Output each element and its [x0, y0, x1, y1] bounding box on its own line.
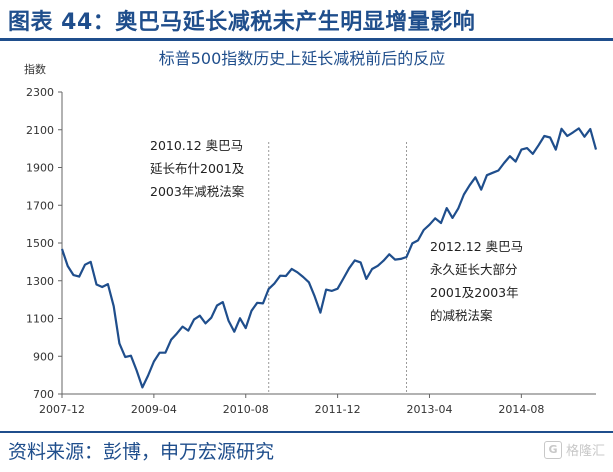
title-divider	[0, 38, 613, 41]
x-tick-label: 2007-12	[39, 403, 85, 416]
x-tick-label: 2014-08	[498, 403, 544, 416]
y-tick-label: 1700	[26, 199, 54, 212]
figure-title: 图表 44：奥巴马延长减税未产生明显增量影响	[8, 10, 476, 35]
x-tick-label: 2009-04	[131, 403, 177, 416]
y-tick-label: 700	[33, 388, 54, 401]
annotation-line: 永久延长大部分	[430, 262, 518, 277]
annotation-line: 2003年减税法案	[150, 184, 245, 199]
event-markers	[268, 142, 408, 394]
y-axis-ticks: 700 900 1100 1300 1500 1700 1900 2100 2300	[26, 86, 62, 401]
annotation-line: 2012.12 奥巴马	[430, 239, 523, 254]
y-tick-label: 2100	[26, 124, 54, 137]
y-tick-label: 900	[33, 350, 54, 363]
x-axis-ticks: 2007-12 2009-04 2010-08 2011-12 2013-04 2014-…	[39, 394, 544, 416]
watermark-logo: G	[543, 440, 562, 459]
y-tick-label: 1300	[26, 275, 54, 288]
y-tick-label: 1500	[26, 237, 54, 250]
y-tick-label: 1100	[26, 313, 54, 326]
annotation-line: 2001及2003年	[430, 285, 519, 300]
sp500-line-chart: 标普500指数历史上延长减税前后的反应 指数 700 900 1100 1300 150…	[24, 49, 598, 416]
x-tick-label: 2013-04	[406, 403, 452, 416]
annotation-line: 延长布什2001及	[150, 161, 245, 176]
y-tick-label: 1900	[26, 162, 54, 175]
watermark-text: 格隆汇	[565, 444, 605, 459]
source-note: 资料来源：彭博，申万宏源研究	[8, 441, 275, 463]
y-tick-label: 2300	[26, 86, 54, 99]
watermark: G 格隆汇	[543, 440, 605, 459]
annotation-line: 的减税法案	[430, 308, 493, 323]
annotation-line: 2010.12 奥巴马	[150, 138, 243, 153]
y-axis-label: 指数	[24, 62, 46, 76]
footer-divider	[0, 431, 613, 433]
series-line-sp500	[60, 127, 598, 389]
x-tick-label: 2010-08	[223, 403, 269, 416]
chart-title: 标普500指数历史上延长减税前后的反应	[159, 49, 446, 68]
x-tick-label: 2011-12	[315, 403, 361, 416]
